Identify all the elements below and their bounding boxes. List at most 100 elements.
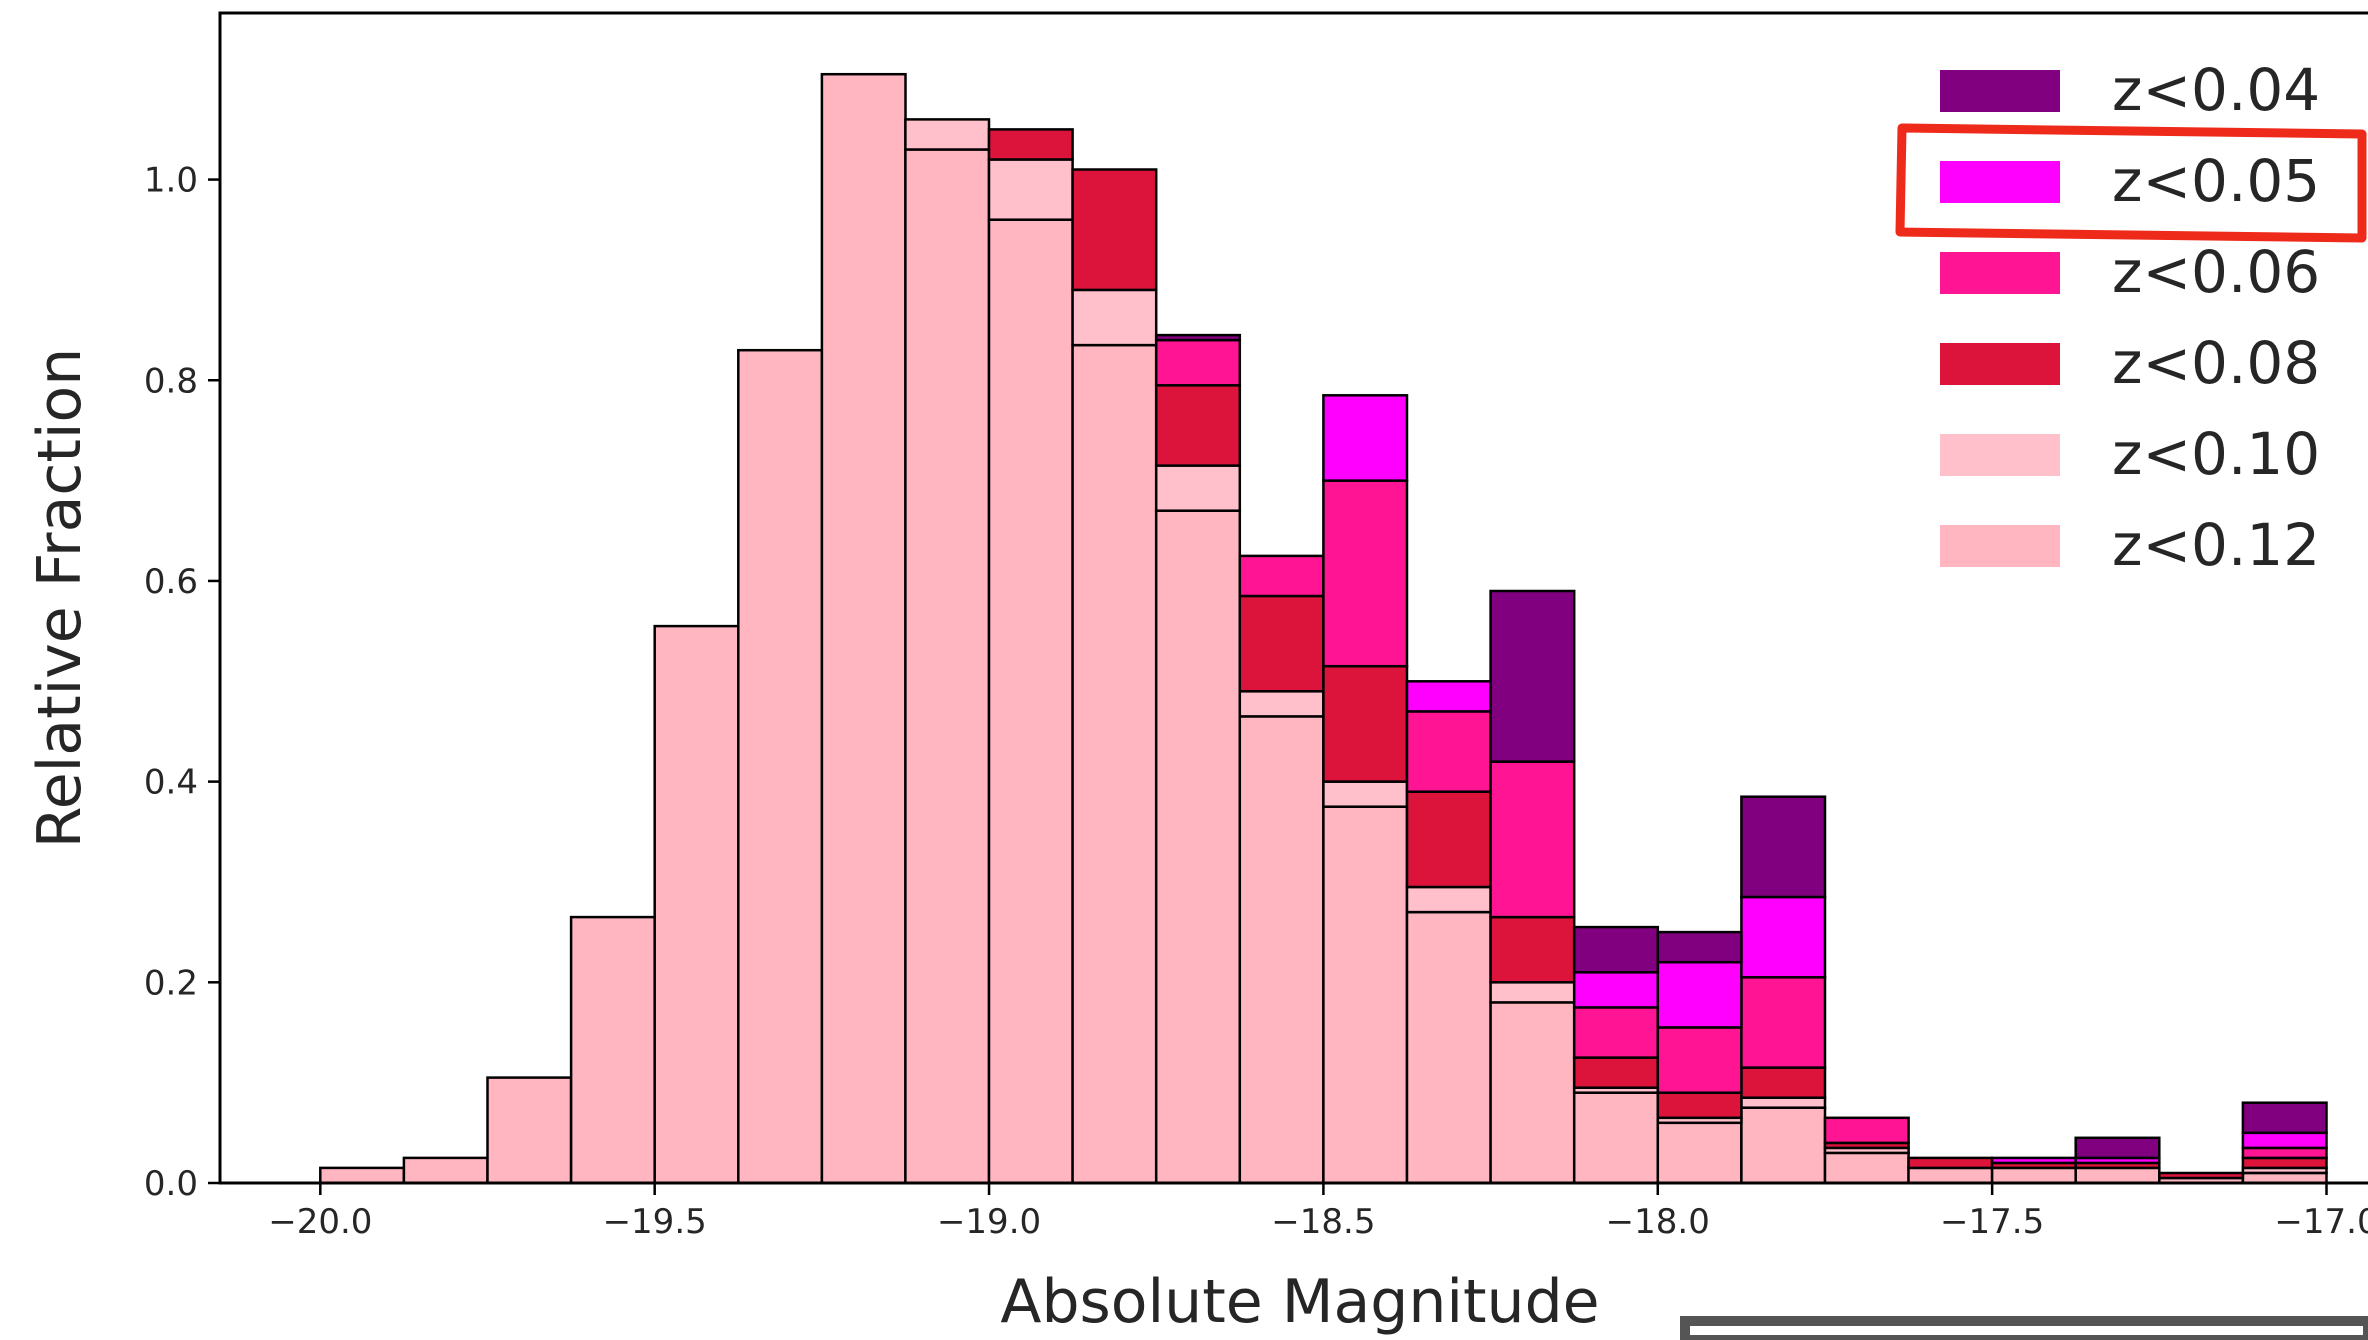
legend-swatch-z-0-04 [1940, 70, 2060, 112]
bar-z-0-06-bin-15 [1572, 1006, 1660, 1059]
x-tick-label: −19.5 [603, 1202, 707, 1242]
bar-z-0-12-bin-19 [1907, 1166, 1994, 1185]
legend-label-z-0-05: z<0.05 [2112, 147, 2320, 215]
bar-z-0-10-bin-10 [1154, 464, 1242, 512]
legend-swatch-z-0-05 [1940, 161, 2060, 203]
bars-layer [319, 72, 2328, 1185]
bar-z-0-08-bin-14 [1489, 915, 1576, 984]
annotation-highlight-box [1895, 123, 2367, 243]
bar-z-0-08-bin-15 [1572, 1056, 1660, 1089]
bar-z-0-12-bin-0 [319, 1166, 406, 1185]
legend-label-z-0-06: z<0.06 [2112, 238, 2320, 306]
bar-z-0-04-bin-15 [1572, 925, 1660, 974]
bar-z-0-10-bin-7 [904, 118, 991, 151]
bar-z-0-04-bin-21 [2074, 1136, 2161, 1160]
bar-z-0-04-bin-16 [1656, 930, 1743, 964]
y-axis-label: Relative Fraction [25, 348, 95, 849]
bar-z-0-06-bin-10 [1154, 338, 1242, 387]
bar-z-0-08-bin-17 [1740, 1066, 1827, 1099]
bar-z-0-06-bin-13 [1405, 710, 1492, 793]
legend-swatch-z-0-06 [1940, 252, 2060, 294]
legend-label-z-0-08: z<0.08 [2112, 329, 2320, 397]
bar-z-0-08-bin-16 [1656, 1091, 1743, 1120]
y-tick-label: 0.6 [144, 562, 198, 602]
bottom-panel-edge [1680, 1316, 2368, 1340]
bar-z-0-08-bin-19 [1907, 1156, 1994, 1170]
bar-z-0-06-bin-23 [2241, 1146, 2328, 1160]
bar-z-0-10-bin-9 [1071, 288, 1158, 347]
bar-z-0-10-bin-8 [987, 158, 1074, 221]
bar-z-0-06-bin-17 [1740, 976, 1827, 1069]
bar-z-0-08-bin-12 [1322, 664, 1409, 783]
bar-z-0-10-bin-12 [1322, 780, 1409, 808]
bar-z-0-12-bin-4 [653, 624, 740, 1185]
bar-z-0-12-bin-10 [1154, 509, 1242, 1185]
bar-z-0-05-bin-20 [1990, 1156, 2077, 1165]
legend-label-z-0-04: z<0.04 [2112, 56, 2320, 124]
x-axis-label: Absolute Magnitude [1000, 1267, 1599, 1337]
bar-z-0-12-bin-3 [569, 915, 656, 1185]
bar-z-0-08-bin-9 [1071, 168, 1158, 292]
bar-z-0-08-bin-22 [2158, 1171, 2245, 1180]
bar-z-0-10-bin-17 [1740, 1096, 1827, 1109]
bar-z-0-12-bin-12 [1322, 805, 1409, 1185]
bar-z-0-12-bin-2 [486, 1076, 573, 1185]
x-tick-label: −20.0 [268, 1202, 372, 1242]
legend-swatch-z-0-10 [1940, 434, 2060, 476]
y-tick-label: 0.0 [144, 1164, 198, 1204]
bar-z-0-12-bin-17 [1740, 1106, 1827, 1185]
bar-z-0-12-bin-8 [987, 218, 1074, 1185]
y-tick-label: 1.0 [144, 161, 198, 201]
bar-z-0-06-bin-11 [1238, 554, 1325, 598]
legend: z<0.04 z<0.05 z<0.06 z<0.08 z<0.10 z<0.12 [1940, 56, 2320, 579]
bar-z-0-12-bin-15 [1572, 1091, 1660, 1185]
y-tick-label: 0.4 [144, 763, 198, 803]
legend-label-z-0-10: z<0.10 [2112, 420, 2320, 488]
bar-z-0-04-bin-17 [1740, 795, 1827, 899]
bar-z-0-12-bin-21 [2074, 1166, 2161, 1185]
bar-z-0-12-bin-9 [1071, 343, 1158, 1185]
bar-z-0-08-bin-11 [1238, 594, 1325, 693]
bar-z-0-05-bin-13 [1405, 680, 1492, 713]
bar-z-0-12-bin-14 [1489, 1001, 1576, 1185]
y-tick-label: 0.8 [144, 361, 198, 401]
bar-z-0-06-bin-12 [1322, 479, 1409, 668]
bar-z-0-05-bin-23 [2241, 1131, 2328, 1150]
legend-swatch-z-0-12 [1940, 525, 2060, 567]
bar-z-0-12-bin-13 [1405, 910, 1492, 1185]
bar-z-0-04-bin-14 [1489, 589, 1576, 763]
series-z-0-06 [1154, 338, 2328, 1160]
bar-z-0-08-bin-10 [1154, 384, 1242, 467]
y-ticks: 0.0 0.2 0.4 0.6 0.8 1.0 [144, 161, 220, 1204]
series-z-0-12 [319, 72, 2328, 1185]
bar-z-0-12-bin-18 [1823, 1151, 1910, 1185]
bar-z-0-10-bin-13 [1405, 885, 1492, 914]
bar-z-0-04-bin-23 [2241, 1101, 2328, 1135]
bar-z-0-06-bin-16 [1656, 1026, 1743, 1094]
legend-label-z-0-12: z<0.12 [2112, 511, 2320, 579]
y-tick-label: 0.2 [144, 963, 198, 1003]
bar-z-0-12-bin-20 [1990, 1166, 2077, 1185]
bar-z-0-05-bin-12 [1322, 394, 1409, 482]
legend-swatch-z-0-08 [1940, 343, 2060, 385]
x-tick-label: −18.0 [1606, 1202, 1710, 1242]
bar-z-0-08-bin-23 [2241, 1156, 2328, 1170]
bar-z-0-12-bin-6 [820, 72, 907, 1185]
bar-z-0-08-bin-8 [987, 128, 1074, 161]
bar-z-0-04-bin-10 [1154, 333, 1242, 342]
x-tick-label: −17.5 [1940, 1202, 2044, 1242]
bar-z-0-12-bin-1 [402, 1156, 489, 1185]
x-ticks: −20.0 −19.5 −19.0 −18.5 −18.0 −17.5 −17.0 [268, 1183, 2368, 1242]
bar-z-0-05-bin-17 [1740, 895, 1827, 979]
bar-z-0-08-bin-13 [1405, 790, 1492, 889]
x-tick-label: −19.0 [937, 1202, 1041, 1242]
bar-z-0-06-bin-14 [1489, 760, 1576, 919]
plot-frame [218, 11, 2368, 1185]
series-z-0-04 [1154, 333, 2328, 1160]
bar-z-0-12-bin-7 [904, 148, 991, 1185]
x-tick-label: −17.0 [2274, 1202, 2368, 1242]
x-tick-label: −18.5 [1271, 1202, 1375, 1242]
bar-z-0-10-bin-11 [1238, 690, 1325, 718]
